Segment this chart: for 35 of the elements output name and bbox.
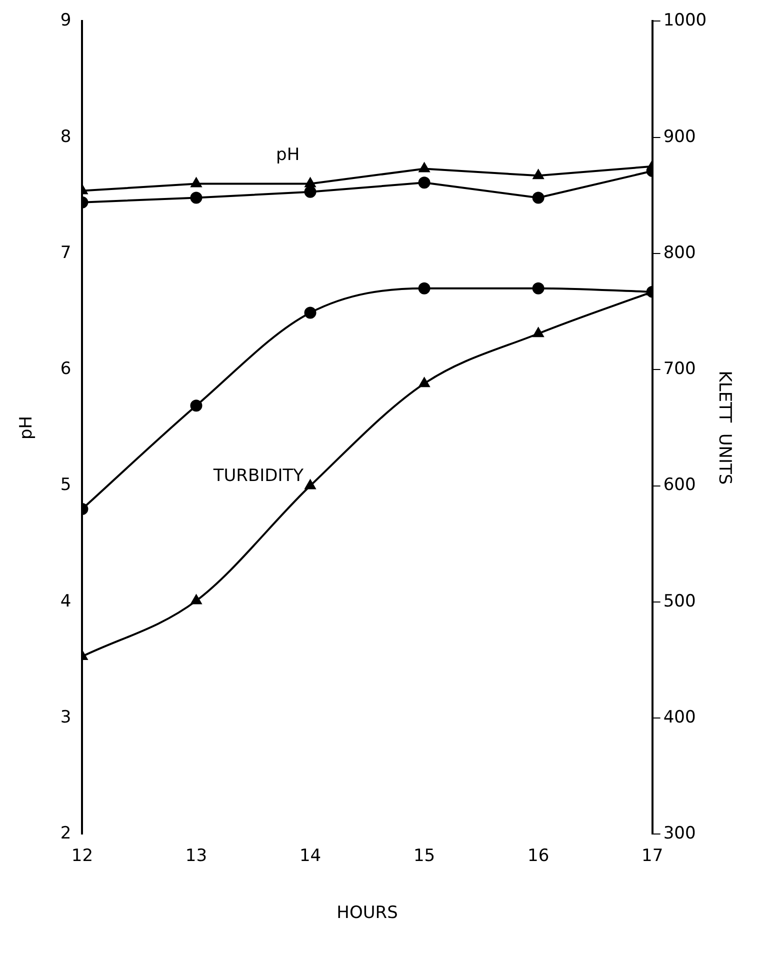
annotation: pH [276, 144, 300, 165]
y2-tick-label: 900 [663, 126, 696, 147]
y-axis-title: pH [16, 416, 37, 440]
x-tick-label: 15 [413, 846, 436, 866]
x-tick-label: 12 [71, 846, 94, 866]
x-tick-label: 16 [527, 846, 550, 866]
point [532, 282, 544, 294]
annotation: TURBIDITY [212, 466, 304, 486]
y-tick-label: 7 [60, 242, 72, 263]
y2-tick-label: 700 [663, 359, 696, 380]
point [304, 306, 316, 319]
x-axis-title: HOURS [336, 903, 398, 924]
y-tick-label: 9 [60, 10, 72, 31]
y-tick-label: 5 [60, 475, 72, 496]
y2-tick-label: 1000 [663, 10, 707, 31]
y2-tick-label: 300 [663, 824, 696, 844]
point [190, 594, 202, 604]
x-tick-label: 17 [642, 846, 664, 866]
point [532, 328, 544, 338]
y2-tick-label: 800 [663, 242, 696, 263]
y-tick-label: 4 [60, 591, 72, 612]
point [190, 400, 202, 412]
y-tick-label: 3 [60, 707, 72, 728]
x-tick-label: 14 [299, 846, 322, 866]
point [418, 378, 430, 388]
y2-tick-label: 400 [663, 707, 696, 728]
point [418, 282, 430, 294]
y2-tick-label: 600 [663, 475, 696, 496]
point [304, 480, 316, 490]
x-tick-label: 13 [185, 846, 208, 866]
y-tick-label: 8 [60, 126, 72, 147]
y2-tick-label: 500 [663, 591, 696, 612]
y2-axis-title: KLETT UNITS [714, 370, 734, 485]
y-tick-label: 2 [60, 824, 72, 844]
y-tick-label: 6 [60, 359, 72, 380]
